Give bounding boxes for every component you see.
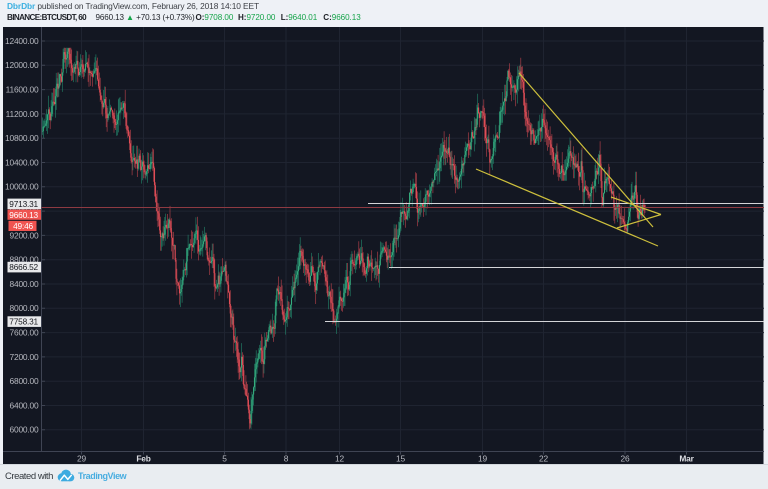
svg-text:9660.13: 9660.13 — [9, 210, 38, 220]
svg-text:12: 12 — [335, 454, 344, 464]
svg-text:19: 19 — [478, 454, 487, 464]
svg-text:7758.31: 7758.31 — [9, 317, 38, 327]
svg-text:8666.52: 8666.52 — [9, 262, 38, 272]
svg-text:8: 8 — [284, 454, 289, 464]
svg-text:8400.00: 8400.00 — [9, 279, 39, 289]
svg-text:6400.00: 6400.00 — [9, 400, 39, 410]
svg-text:11200.00: 11200.00 — [6, 109, 39, 119]
svg-text:Mar: Mar — [679, 454, 694, 464]
svg-text:49:46: 49:46 — [13, 221, 33, 231]
svg-text:10400.00: 10400.00 — [5, 157, 39, 167]
svg-text:26: 26 — [621, 454, 630, 464]
svg-text:Feb: Feb — [136, 454, 150, 464]
svg-text:12400.00: 12400.00 — [5, 36, 39, 46]
svg-text:9200.00: 9200.00 — [9, 230, 39, 240]
svg-text:7200.00: 7200.00 — [9, 352, 39, 362]
svg-text:6800.00: 6800.00 — [9, 376, 39, 386]
svg-text:12000.00: 12000.00 — [5, 60, 39, 70]
svg-text:6000.00: 6000.00 — [9, 425, 39, 435]
svg-text:7600.00: 7600.00 — [9, 328, 39, 338]
svg-text:5: 5 — [222, 454, 227, 464]
svg-text:10000.00: 10000.00 — [5, 182, 39, 192]
svg-text:10800.00: 10800.00 — [5, 133, 39, 143]
svg-text:29: 29 — [77, 454, 86, 464]
svg-text:11600.00: 11600.00 — [6, 85, 39, 95]
svg-text:8800.00: 8800.00 — [9, 255, 39, 265]
svg-text:15: 15 — [396, 454, 405, 464]
svg-text:9713.31: 9713.31 — [9, 199, 38, 209]
svg-text:22: 22 — [539, 454, 548, 464]
svg-text:8000.00: 8000.00 — [9, 303, 39, 313]
